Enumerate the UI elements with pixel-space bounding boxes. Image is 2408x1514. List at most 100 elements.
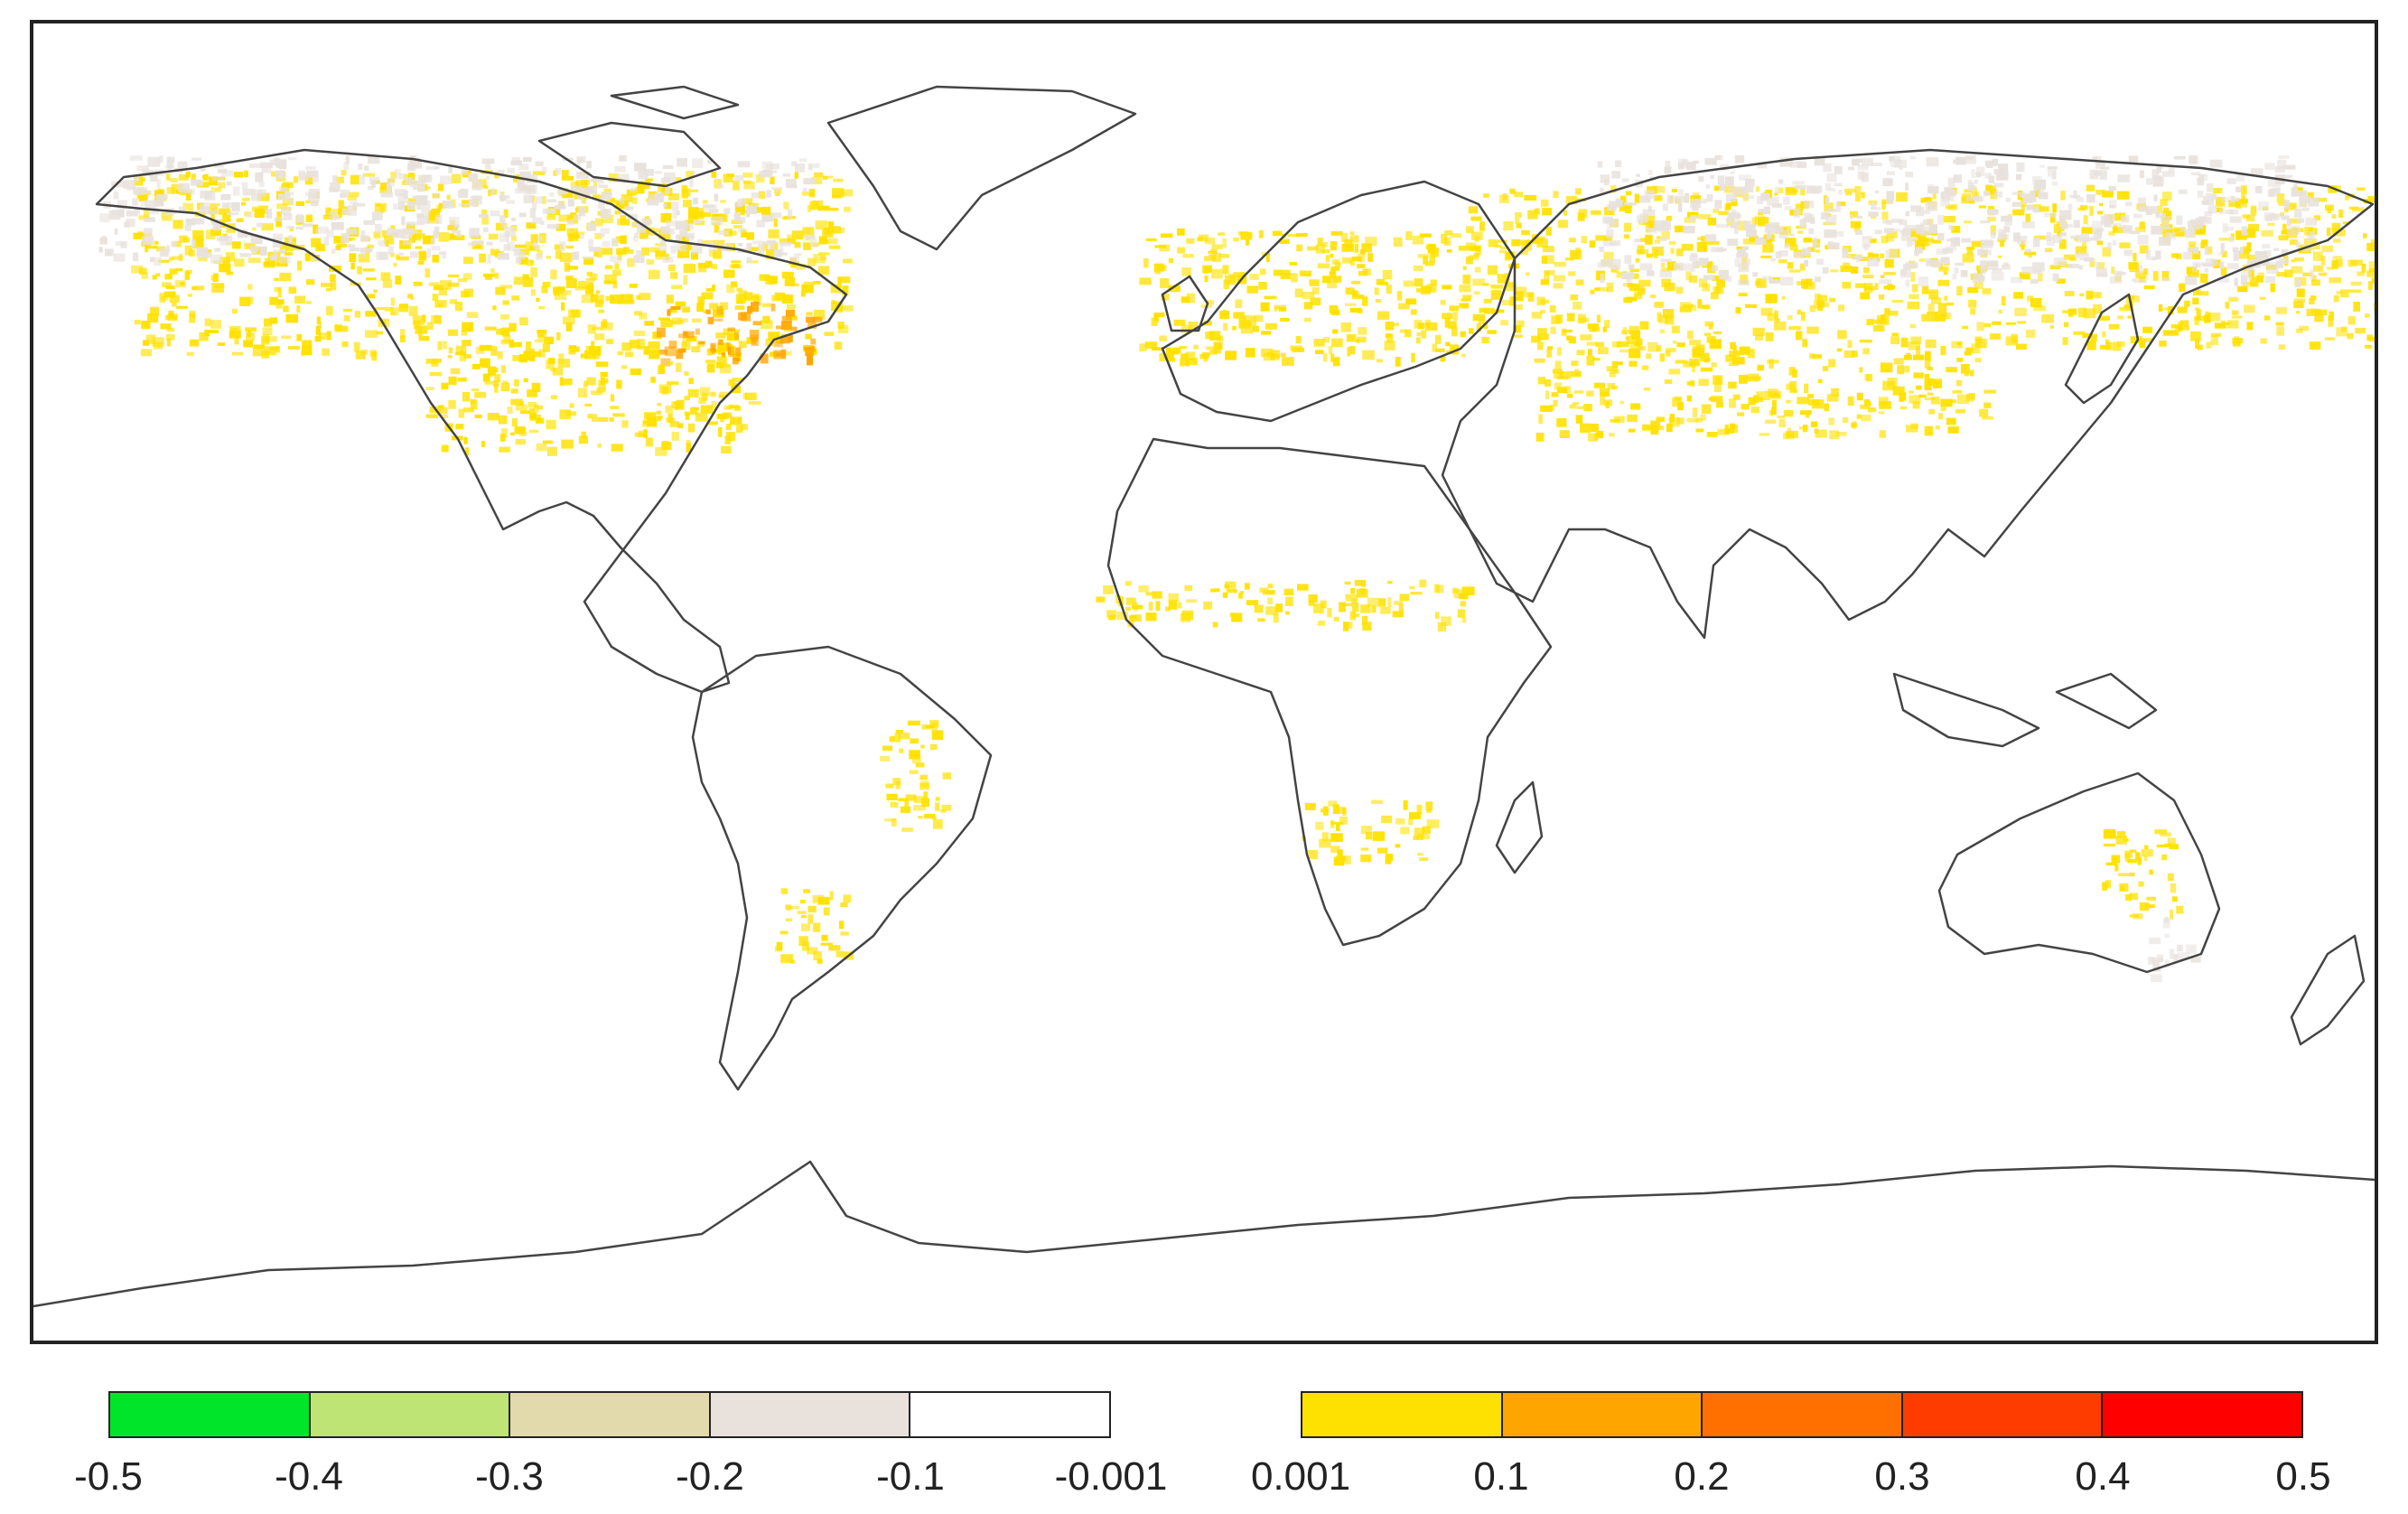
field-cell <box>2064 291 2075 296</box>
field-cell <box>1177 228 1185 236</box>
field-cell <box>186 351 194 356</box>
field-cell <box>585 278 596 282</box>
field-cell <box>1544 270 1550 280</box>
field-cell <box>2207 182 2214 192</box>
field-cell <box>1610 185 1617 193</box>
field-cell <box>1962 325 1969 330</box>
field-cell <box>1601 258 1613 266</box>
field-cell <box>805 348 814 356</box>
field-cell <box>2179 320 2189 327</box>
field-cell <box>2133 252 2137 262</box>
field-cell <box>1943 271 1948 276</box>
field-cell <box>275 170 285 179</box>
field-cell <box>1909 294 1919 299</box>
field-cell <box>1950 399 1956 404</box>
field-cell <box>2149 869 2153 875</box>
field-cell <box>1317 238 1323 247</box>
field-cell <box>1679 306 1692 313</box>
field-cell <box>542 196 546 204</box>
field-cell <box>1637 287 1646 294</box>
field-cell <box>459 354 467 361</box>
field-cell <box>1360 847 1369 851</box>
field-cell <box>2295 241 2301 249</box>
field-cell <box>587 414 593 419</box>
field-cell <box>1805 278 1813 286</box>
field-cell <box>537 405 544 410</box>
field-cell <box>567 235 581 238</box>
field-cell <box>471 195 482 200</box>
field-cell <box>2108 323 2120 330</box>
field-cell <box>1460 601 1467 607</box>
field-cell <box>1725 218 1732 222</box>
field-cell <box>803 187 807 192</box>
field-cell <box>2269 188 2274 198</box>
field-cell <box>2232 341 2241 347</box>
field-cell <box>2170 883 2177 893</box>
field-cell <box>209 206 219 215</box>
field-cell <box>762 241 774 246</box>
field-cell <box>1244 314 1253 322</box>
field-cell <box>2351 207 2365 212</box>
field-cell <box>1339 602 1346 612</box>
field-cell <box>1677 401 1684 411</box>
field-cell <box>210 213 215 223</box>
field-cell <box>1857 164 1869 171</box>
field-cell <box>513 276 524 285</box>
field-cell <box>1993 191 2002 198</box>
field-cell <box>2276 272 2287 277</box>
field-cell <box>2167 306 2174 315</box>
field-cell <box>573 186 583 190</box>
field-cell <box>2262 243 2271 249</box>
field-cell <box>2277 159 2286 170</box>
field-cell <box>471 180 482 191</box>
field-cell <box>2138 205 2149 212</box>
field-cell <box>1777 415 1786 418</box>
field-cell <box>1570 370 1582 378</box>
field-cell <box>1804 212 1812 223</box>
field-cell <box>675 301 686 307</box>
field-cell <box>143 228 153 236</box>
field-cell <box>1710 292 1719 300</box>
field-cell <box>1148 602 1153 611</box>
field-cell <box>2151 974 2162 983</box>
field-cell <box>1410 592 1423 595</box>
field-cell <box>2109 200 2117 208</box>
field-cell <box>904 800 910 807</box>
field-cell <box>2297 218 2305 223</box>
field-cell <box>2048 168 2052 177</box>
field-cell <box>1695 428 1704 433</box>
field-cell <box>1343 603 1353 607</box>
field-cell <box>1264 295 1277 300</box>
field-cell <box>678 333 689 338</box>
field-cell <box>1245 348 1255 358</box>
field-cell <box>1730 224 1738 229</box>
field-cell <box>2164 227 2172 230</box>
field-cell <box>553 286 565 292</box>
field-cell <box>1795 185 1806 190</box>
field-cell <box>285 226 295 229</box>
field-cell <box>695 220 701 224</box>
field-cell <box>2191 172 2201 176</box>
field-cell <box>751 334 759 341</box>
field-cell <box>1449 305 1460 312</box>
field-cell <box>2160 216 2171 223</box>
field-cell <box>1629 348 1640 359</box>
field-cell <box>1663 203 1668 211</box>
field-cell <box>199 206 210 215</box>
field-cell <box>667 264 676 272</box>
field-cell <box>920 744 925 749</box>
field-cell <box>2119 883 2129 893</box>
field-cell <box>1736 246 1747 250</box>
field-cell <box>231 308 238 314</box>
field-cell <box>2012 232 2021 242</box>
field-cell <box>1871 163 1882 166</box>
field-cell <box>363 165 369 171</box>
field-cell <box>2256 261 2267 266</box>
field-cell <box>1932 191 1937 200</box>
field-cell <box>1415 288 1423 293</box>
field-cell <box>660 358 671 367</box>
field-cell <box>1755 376 1761 380</box>
field-cell <box>1319 838 1331 848</box>
field-cell <box>595 218 603 227</box>
field-cell <box>1971 169 1975 178</box>
